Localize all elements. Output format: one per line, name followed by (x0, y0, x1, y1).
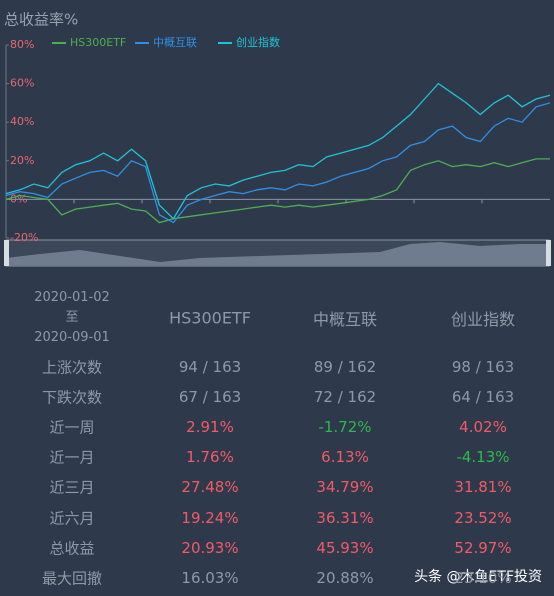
table-cell: 36.31% (316, 508, 374, 527)
table-cell: 创业指数 (450, 310, 516, 329)
date: 2020-01-02 (34, 290, 110, 305)
table-cell: 27.48% (181, 478, 239, 497)
table-cell: 总收益 (49, 539, 95, 558)
period: 2020-01-02 至 2020-09-01 (34, 288, 110, 348)
y-tick-label: 20% (10, 154, 34, 167)
table-cell: 72 / 162 (313, 388, 377, 407)
table-cell: 31.81% (454, 478, 512, 497)
table-cell: 98 / 163 (451, 358, 515, 376)
table-cell: 近一周 (49, 418, 95, 437)
table-cell: 19.24% (181, 508, 239, 527)
table-cell: HS300ETF (169, 308, 251, 328)
table-cell: 64 / 163 (451, 388, 515, 407)
series-line (5, 158, 550, 224)
zoom-handle[interactable] (4, 240, 9, 266)
table-cell: 45.93% (316, 538, 374, 557)
table-cell: -4.13% (456, 448, 510, 467)
series-line (5, 102, 551, 224)
table-cell: 89 / 162 (313, 358, 377, 376)
table-cell: 6.13% (321, 448, 369, 467)
table-cell: 94 / 163 (178, 358, 242, 376)
table-cell: 近三月 (49, 478, 95, 497)
table-cell: 2.91% (186, 418, 234, 437)
table-cell: -1.72% (318, 418, 372, 437)
zoom-handle[interactable] (546, 240, 551, 266)
table-cell: 16.03% (181, 568, 239, 587)
table-cell: 上涨次数 (41, 358, 103, 377)
table-cell: 52.97% (454, 538, 512, 557)
y-tick-label: -20% (10, 231, 38, 244)
table-cell: 下跌次数 (41, 388, 103, 407)
y-tick-label: 60% (10, 77, 34, 90)
date: 2020-09-01 (34, 330, 110, 345)
chart: 总收益率% -20%0%20%40%60%80% HS300ETF 中概互联 创业指数 (4, 11, 551, 267)
table-cell: 20.88% (316, 568, 374, 587)
table-cell: 最大回撤 (41, 569, 103, 588)
zoom-preview (6, 242, 549, 266)
date-sep: 至 (65, 310, 79, 325)
y-tick-label: 80% (10, 38, 34, 51)
legend-label: 创业指数 (236, 35, 280, 49)
chart-title: 总收益率% (4, 11, 78, 29)
table-cell: 4.02% (459, 418, 507, 437)
table-cell: 23.10% (454, 568, 512, 587)
series-line (5, 82, 551, 220)
table-cell: 1.76% (186, 448, 234, 467)
y-tick-label: 40% (10, 115, 34, 128)
table-cell: 近一月 (49, 448, 95, 467)
table-cell: 34.79% (316, 478, 374, 497)
table-cell: 20.93% (181, 538, 239, 557)
table-cell: 近六月 (49, 509, 95, 527)
table-cell: 23.52% (454, 508, 512, 527)
legend-label: 中概互联 (153, 36, 197, 49)
table-cell: 中概互联 (312, 310, 378, 329)
legend-label: HS300ETF (70, 36, 126, 49)
watermark: 头条 @木鱼ETF投资 (414, 569, 542, 585)
table-cell: 67 / 163 (178, 388, 242, 407)
